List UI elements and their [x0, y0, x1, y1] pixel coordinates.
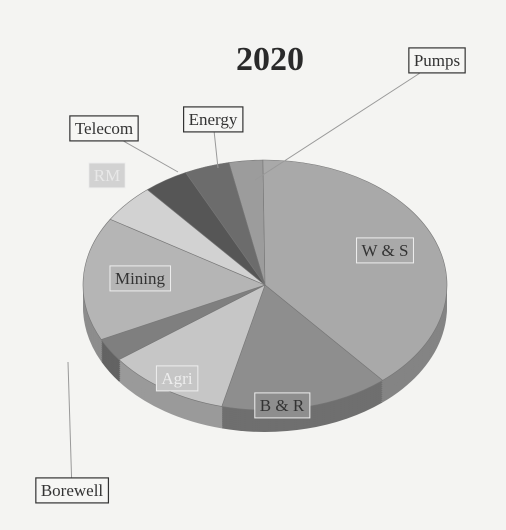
pie-slice	[262, 159, 448, 381]
slice-label: Telecom	[75, 119, 133, 138]
slice-label: Borewell	[41, 481, 104, 500]
slice-label: Energy	[189, 110, 238, 129]
slice-label: Mining	[115, 269, 166, 288]
label-box	[155, 365, 199, 392]
label-box	[356, 237, 414, 264]
label-box	[408, 47, 466, 74]
label-box	[69, 115, 139, 142]
label-box	[88, 162, 126, 189]
label-box	[35, 477, 110, 504]
slice-label: RM	[94, 166, 120, 185]
label-box	[254, 392, 311, 419]
slice-label: Pumps	[414, 51, 460, 70]
label-box	[183, 106, 244, 133]
pie-slice	[185, 162, 266, 286]
chart-title: 2020	[236, 41, 304, 78]
slice-label: W & S	[362, 241, 409, 260]
pie-slice	[82, 218, 266, 340]
leader-line	[254, 61, 438, 181]
label-box	[109, 265, 172, 292]
slice-label: Agri	[161, 369, 192, 388]
leader-line	[67, 361, 73, 493]
slice-label: B & R	[260, 396, 305, 415]
